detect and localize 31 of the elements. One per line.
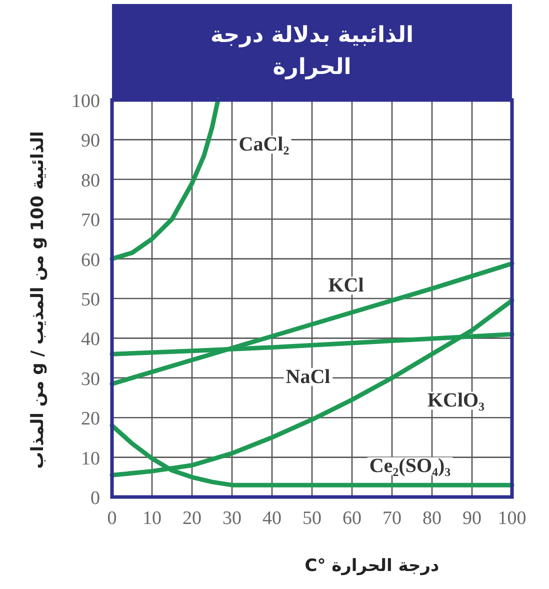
y-tick-label: 70 xyxy=(81,210,100,232)
series-label: Ce₂(SO₄)₃ xyxy=(369,455,451,478)
chart-title: الذائبية بدلالة درجة الحرارة xyxy=(112,4,512,100)
x-tick-label: 40 xyxy=(262,508,282,529)
series-label: NaCl xyxy=(286,366,331,388)
x-tick-label: 60 xyxy=(342,508,362,529)
x-tick-label: 90 xyxy=(462,508,482,529)
x-tick-label: 0 xyxy=(107,508,117,529)
y-tick-label: 80 xyxy=(81,170,100,192)
x-tick-label: 10 xyxy=(142,508,162,529)
y-axis-title: الذائبية 100 g من المذيب / g من المذاب xyxy=(28,130,48,471)
y-tick-label: 0 xyxy=(90,488,100,509)
series-label: KCl xyxy=(328,274,364,297)
y-tick-label: 40 xyxy=(81,329,100,350)
y-tick-label: 30 xyxy=(81,368,100,390)
x-tick-label: 30 xyxy=(222,508,242,529)
y-tick-label: 60 xyxy=(81,250,100,271)
y-tick-label: 100 xyxy=(72,91,100,112)
line-series xyxy=(110,98,220,262)
x-tick-label: 100 xyxy=(498,508,526,529)
series-label: KClO₃ xyxy=(427,390,485,412)
y-tick-label: 90 xyxy=(81,130,100,152)
x-tick-label: 80 xyxy=(422,508,442,529)
y-tick-label: 10 xyxy=(81,448,100,470)
x-tick-label: 70 xyxy=(382,508,402,529)
y-tick-label: 50 xyxy=(81,290,100,310)
series-label: CaCl₂ xyxy=(238,134,290,156)
x-axis-title: درجة الحرارة °C xyxy=(304,556,440,576)
x-tick-label: 20 xyxy=(182,508,202,529)
y-tick-label: 20 xyxy=(81,408,100,430)
x-tick-label: 50 xyxy=(302,508,322,529)
